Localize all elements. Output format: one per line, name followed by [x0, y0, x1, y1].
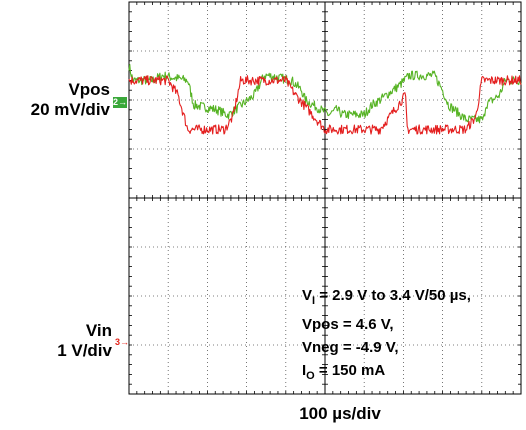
ch2-name: Vpos	[68, 80, 110, 99]
condition-vneg: Vneg = -4.9 V,	[302, 339, 399, 356]
trace-vpos	[128, 64, 522, 124]
graticule	[128, 1, 522, 395]
condition-load-current: IO = 150 mA	[302, 362, 386, 382]
ch3-name: Vin	[85, 321, 112, 340]
timebase-label: 100 µs/div	[299, 404, 381, 423]
condition-vpos: Vpos = 4.6 V,	[302, 316, 394, 333]
test-conditions: VI = 2.9 V to 3.4 V/50 µs, Vpos = 4.6 V,…	[302, 284, 471, 388]
waveform-traces	[128, 64, 522, 135]
ch3-label: Vin 1 V/div	[0, 321, 112, 361]
ch3-ground-marker: 3→	[115, 337, 130, 347]
ch3-scale: 1 V/div	[57, 341, 112, 360]
trace-vin	[128, 75, 522, 135]
ch2-label: Vpos 20 mV/div	[0, 80, 110, 120]
ch2-marker-number: 2	[113, 97, 119, 107]
condition-input-step: VI = 2.9 V to 3.4 V/50 µs,	[302, 287, 471, 307]
ch2-scale: 20 mV/div	[30, 100, 110, 119]
ch2-ground-marker: 2→	[113, 97, 128, 108]
ch3-marker-number: 3	[115, 337, 121, 347]
